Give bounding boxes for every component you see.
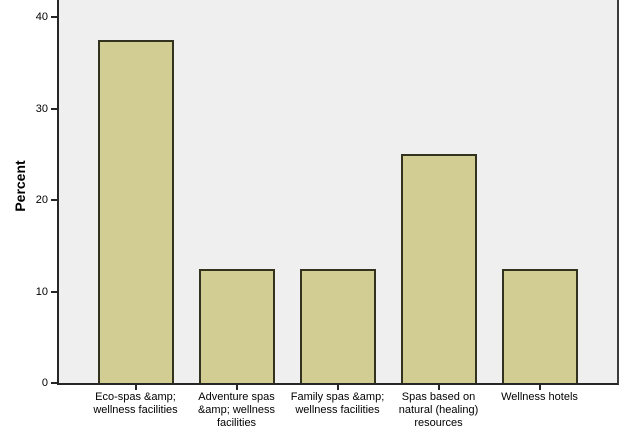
x-tick-mark — [235, 385, 238, 390]
y-tick-label: 10 — [35, 285, 48, 298]
x-category-label: Family spas &amp; wellness facilities — [290, 391, 385, 416]
y-tick-label: 30 — [35, 102, 48, 115]
bar-slot — [85, 0, 186, 383]
x-category-label: Eco-spas &amp; wellness facilities — [93, 391, 178, 416]
y-tick-label: 40 — [35, 11, 48, 24]
bar — [501, 268, 578, 383]
y-tick-mark — [51, 16, 57, 19]
x-category-label: Wellness hotels — [501, 391, 578, 403]
y-tick-mark — [51, 199, 57, 202]
x-axis-labels: Eco-spas &amp; wellness facilities Advent… — [59, 391, 617, 430]
bar-slot — [186, 0, 287, 383]
y-tick-label: 20 — [35, 194, 48, 207]
y-tick-mark — [51, 107, 57, 110]
plot-area — [57, 0, 619, 385]
bar-slot — [287, 0, 388, 383]
x-tick-mark — [437, 385, 440, 390]
bar-slot — [388, 0, 489, 383]
x-tick-mark — [134, 385, 137, 390]
y-tick-mark — [51, 290, 57, 293]
bar — [97, 40, 174, 383]
bar — [299, 268, 376, 383]
x-category-label: Spas based on natural (healing) resource… — [398, 391, 479, 429]
bar — [400, 154, 477, 383]
y-tick-mark — [51, 382, 57, 384]
x-tick-mark — [538, 385, 541, 390]
bar-slot — [489, 0, 590, 383]
bar — [198, 268, 275, 383]
y-tick-label: 0 — [41, 377, 48, 389]
x-category-label: Adventure spas &amp; wellness facilities — [197, 391, 276, 429]
x-tick-mark — [336, 385, 339, 390]
